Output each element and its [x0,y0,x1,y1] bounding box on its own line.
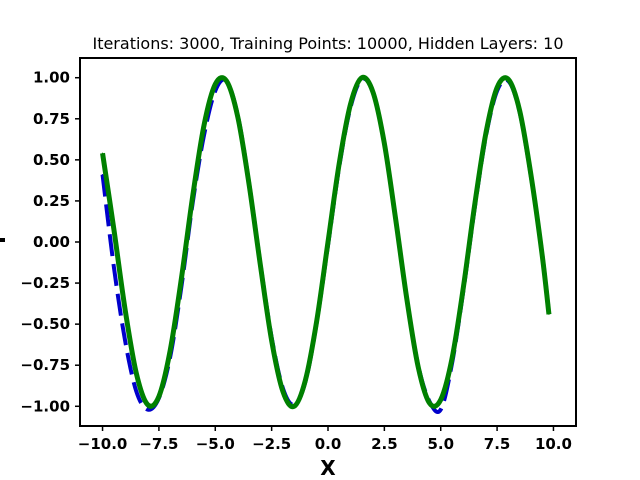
series-1-point [113,228,115,230]
series-1-point [101,152,104,154]
x-axis-label: X [320,456,336,480]
x-axis: −10.0 −7.5 −5.0 −2.5 0.0 2.5 5.0 7.5 10.0 [78,426,572,453]
x-tick-label: −2.5 [252,435,291,453]
series-1-point [417,366,419,368]
series-1-point [462,287,464,289]
series-1-point [293,405,295,407]
y-tick-label: 0.00 [33,233,70,251]
series-1-point [158,395,160,398]
series-0-point [113,266,115,268]
series-1-point [316,320,318,322]
series-layer [100,74,552,414]
series-1-point [548,313,550,315]
series-1-point [440,399,442,401]
series-1-point [214,83,216,85]
series-1-point [473,205,476,207]
x-tick-label: 5.0 [427,435,454,453]
series-1-point [180,277,183,279]
series-1-point [349,103,352,105]
series-1-point [428,402,431,404]
y-axis-label-mark [0,238,5,242]
series-1-point [383,142,385,145]
y-tick-label: −1.00 [20,397,70,415]
series-1-point [169,349,171,352]
y-tick-label: −0.75 [20,356,70,374]
series-0-point [101,174,104,176]
series-1-point [361,77,363,79]
x-tick-label: 0.0 [315,435,342,453]
series-1-point [259,264,261,266]
series-0-point [135,390,137,393]
x-tick-label: −5.0 [196,435,235,453]
series-1-point [406,298,408,301]
series-1-point [338,162,340,164]
series-0-point [124,339,126,342]
series-1-point [203,124,205,126]
series-1-point [147,404,149,406]
chart-title: Iterations: 3000, Training Points: 10000… [92,34,563,53]
y-tick-label: 1.00 [33,69,70,87]
series-1-point [530,174,532,176]
y-tick-label: 0.75 [33,110,70,128]
series-1-point [248,183,250,186]
series-1-point [304,379,307,381]
series-1-point [496,86,498,89]
series-1-point [451,358,453,360]
x-tick-label: −7.5 [139,435,178,453]
series-1-point [372,91,374,94]
series-1-point [225,80,228,82]
series-1-point [271,339,273,342]
series-1-point [237,116,239,118]
series-1-point [395,218,397,220]
series-1-point [541,254,543,256]
series-1-point [485,132,487,135]
y-axis: 1.00 0.75 0.50 0.25 0.00 −0.25 −0.50 −0.75 −1.00 [20,69,80,415]
series-1-point [327,241,329,243]
series-0-point [440,408,442,411]
series-1-point [192,195,194,197]
y-tick-label: 0.50 [33,151,70,169]
series-1-point [282,390,284,393]
x-tick-label: −10.0 [78,435,128,453]
x-tick-label: 7.5 [484,435,511,453]
x-tick-label: 2.5 [371,435,398,453]
series-1-point [519,109,521,112]
series-1-point [124,308,126,310]
x-tick-label: 10.0 [535,435,572,453]
y-tick-label: −0.25 [20,274,70,292]
series-1-point [507,78,509,80]
series-1-point [135,372,137,375]
y-tick-label: −0.50 [20,315,70,333]
y-tick-label: 0.25 [33,192,70,210]
series-0-point [147,408,149,411]
